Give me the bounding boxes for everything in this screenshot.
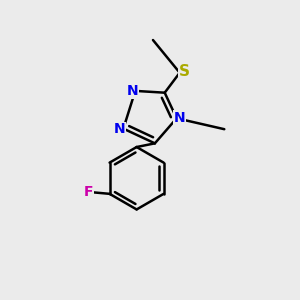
Text: N: N — [114, 122, 126, 136]
Text: F: F — [84, 185, 93, 200]
Text: N: N — [127, 84, 138, 98]
Text: N: N — [174, 111, 185, 125]
Text: S: S — [178, 64, 189, 79]
